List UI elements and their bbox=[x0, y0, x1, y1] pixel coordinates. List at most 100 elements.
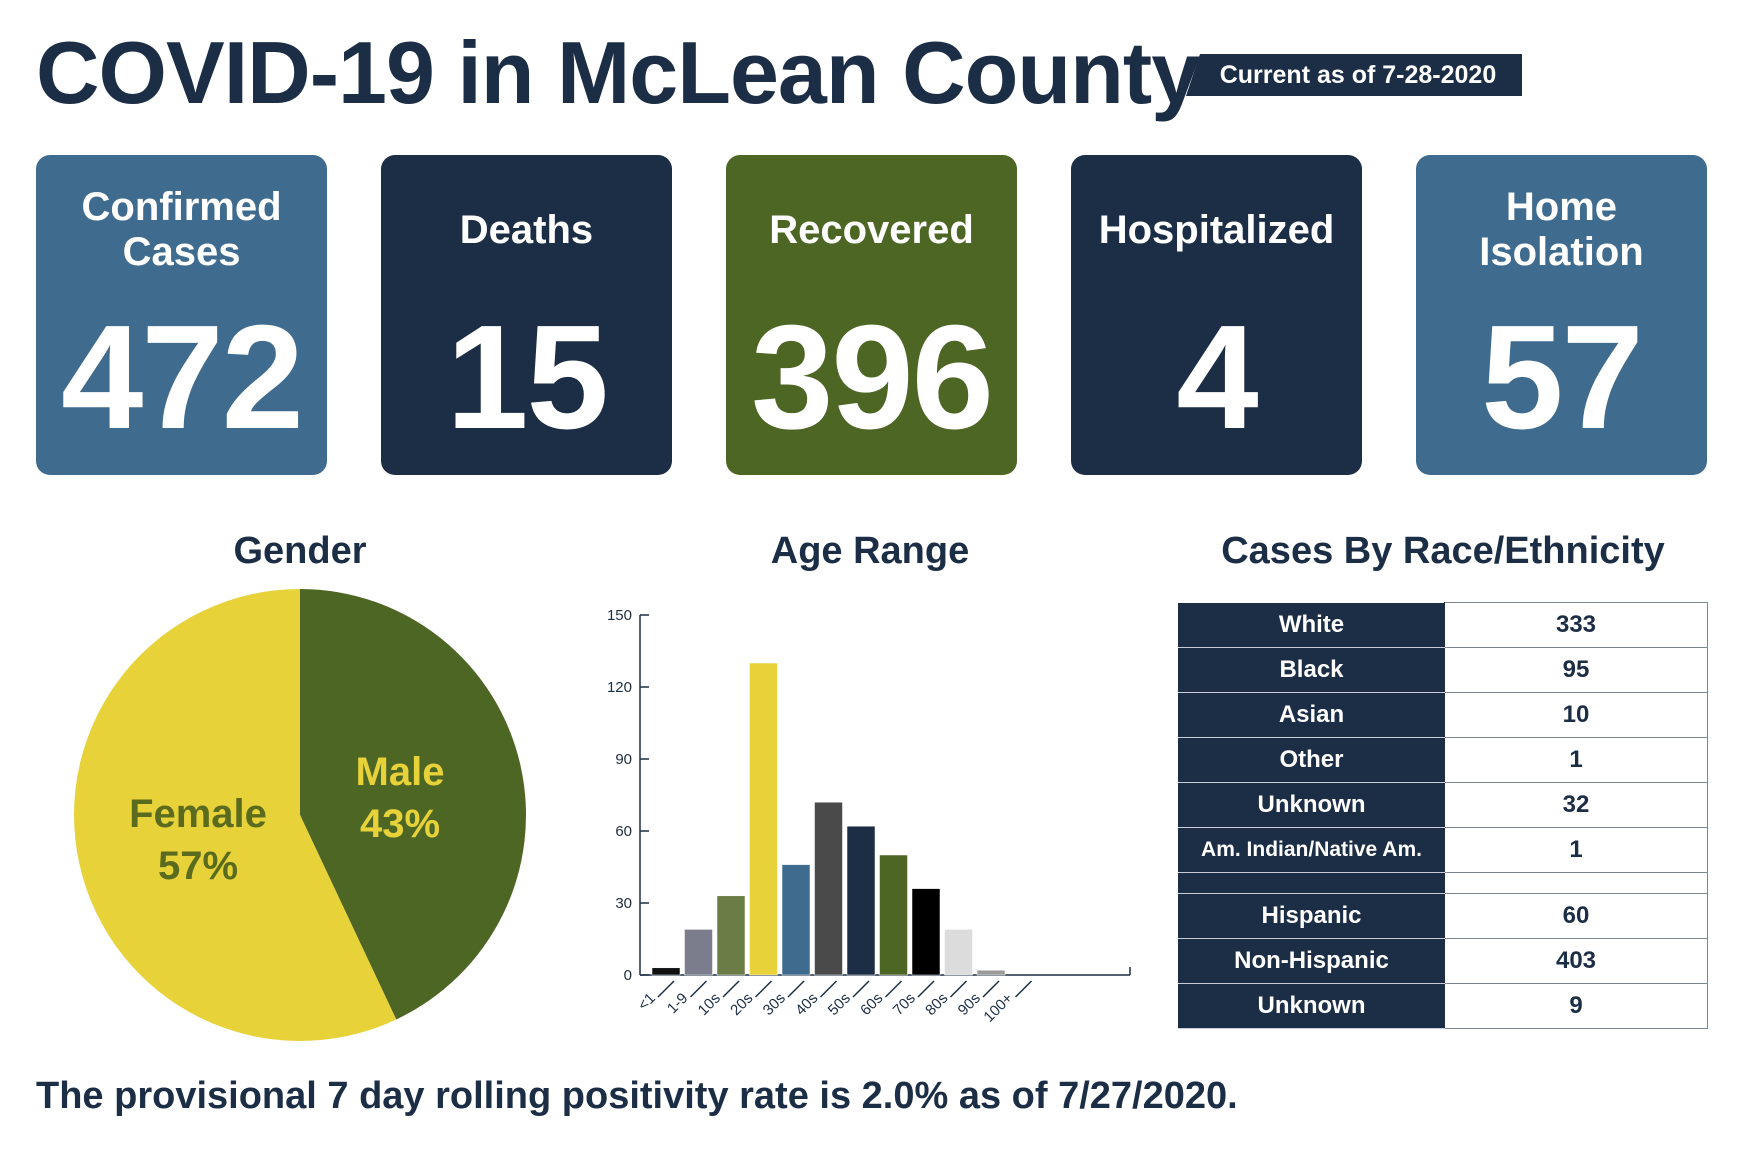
pie-label-female-pct: 57% bbox=[157, 844, 239, 888]
race-value: 333 bbox=[1444, 602, 1708, 648]
stat-card-home-isolation: Home Isolation 57 bbox=[1416, 155, 1707, 475]
x-tick-mark bbox=[689, 980, 708, 998]
pie-label-male: Male 43% bbox=[300, 746, 500, 850]
table-row: Non-Hispanic 403 bbox=[1178, 938, 1708, 984]
stat-value: 472 bbox=[61, 295, 304, 460]
race-label: Asian bbox=[1178, 692, 1445, 738]
y-tick-label: 30 bbox=[615, 895, 632, 912]
stat-value: 396 bbox=[751, 295, 994, 460]
x-tick-mark bbox=[884, 980, 903, 998]
stat-value: 4 bbox=[1176, 295, 1258, 460]
stat-card-deaths: Deaths 15 bbox=[381, 155, 672, 475]
x-tick-label: 40s bbox=[792, 990, 821, 1019]
race-label: Am. Indian/Native Am. bbox=[1178, 827, 1445, 873]
age-range-title: Age Range bbox=[770, 530, 970, 572]
gender-title: Gender bbox=[233, 530, 367, 572]
x-tick-label: 10s bbox=[695, 990, 724, 1019]
positivity-rate-note: The provisional 7 day rolling positivity… bbox=[36, 1075, 1238, 1117]
bar-<1 bbox=[651, 967, 681, 976]
stat-card-hospitalized: Hospitalized 4 bbox=[1071, 155, 1362, 475]
table-row: Unknown 9 bbox=[1178, 983, 1708, 1029]
bar-20s bbox=[749, 662, 778, 976]
table-row: Asian 10 bbox=[1178, 692, 1708, 738]
stat-label: Recovered bbox=[769, 207, 974, 252]
race-value: 1 bbox=[1444, 827, 1708, 873]
x-tick-label: 20s bbox=[727, 990, 756, 1019]
x-tick-mark bbox=[852, 980, 870, 998]
ethnicity-label: Unknown bbox=[1178, 983, 1445, 1029]
stat-value: 15 bbox=[446, 295, 609, 460]
bar-50s bbox=[846, 825, 876, 976]
bar-70s bbox=[911, 888, 941, 976]
y-tick-label: 90 bbox=[615, 751, 632, 768]
ethnicity-value: 60 bbox=[1444, 893, 1708, 939]
ethnicity-label: Non-Hispanic bbox=[1178, 938, 1445, 984]
x-tick-mark bbox=[917, 980, 935, 998]
as-of-badge: Current as of 7-28-2020 bbox=[1186, 54, 1522, 96]
race-ethnicity-title: Cases By Race/Ethnicity bbox=[1221, 530, 1665, 572]
x-tick-label: 50s bbox=[825, 990, 854, 1019]
pie-label-male-name: Male bbox=[355, 750, 445, 794]
y-tick-label: 150 bbox=[607, 607, 632, 624]
race-label: Black bbox=[1178, 647, 1445, 693]
spacer-cell bbox=[1178, 872, 1445, 894]
race-value: 1 bbox=[1444, 737, 1708, 783]
bar-40s bbox=[814, 801, 843, 976]
stat-card-recovered: Recovered 396 bbox=[726, 155, 1017, 475]
pie-label-male-pct: 43% bbox=[359, 802, 441, 846]
x-tick-mark bbox=[722, 980, 740, 998]
stat-label: Home Isolation bbox=[1479, 185, 1644, 274]
y-tick-label: 0 bbox=[624, 967, 632, 984]
pie-slice-male bbox=[300, 589, 526, 1020]
table-row: Black 95 bbox=[1178, 647, 1708, 693]
y-tick-label: 60 bbox=[615, 823, 632, 840]
race-label: Other bbox=[1178, 737, 1445, 783]
table-row: Unknown 32 bbox=[1178, 782, 1708, 828]
stat-label: Hospitalized bbox=[1098, 207, 1335, 252]
x-tick-mark bbox=[949, 980, 968, 998]
x-tick-mark bbox=[982, 980, 1000, 998]
table-spacer-row bbox=[1178, 872, 1708, 894]
race-ethnicity-table: White 333 Black 95 Asian 10 Other 1 Unknown 3… bbox=[1178, 602, 1708, 1029]
bar-80s bbox=[944, 929, 973, 976]
x-tick-label: 60s bbox=[857, 990, 886, 1019]
stat-label: Deaths bbox=[459, 207, 594, 252]
spacer-cell bbox=[1444, 872, 1708, 894]
x-tick-mark bbox=[819, 980, 838, 998]
x-tick-label: 1-9 bbox=[664, 990, 691, 1017]
x-tick-mark bbox=[754, 980, 773, 998]
pie-slice-female bbox=[73, 589, 397, 1041]
bar-60s bbox=[879, 854, 908, 976]
y-tick-label: 120 bbox=[607, 679, 632, 696]
x-tick-mark bbox=[1014, 980, 1033, 998]
race-value: 32 bbox=[1444, 782, 1708, 828]
table-row: Hispanic 60 bbox=[1178, 893, 1708, 939]
x-tick-label: 90s bbox=[955, 990, 984, 1019]
stat-value: 57 bbox=[1481, 295, 1644, 460]
ethnicity-value: 9 bbox=[1444, 983, 1708, 1029]
x-tick-mark bbox=[787, 980, 805, 998]
x-tick-label: 30s bbox=[760, 990, 789, 1019]
x-tick-label: 70s bbox=[890, 990, 919, 1019]
table-row: Am. Indian/Native Am. 1 bbox=[1178, 827, 1708, 873]
table-row: White 333 bbox=[1178, 602, 1708, 648]
bar-90s bbox=[976, 969, 1006, 976]
race-label: Unknown bbox=[1178, 782, 1445, 828]
page-title: COVID-19 in McLean County bbox=[36, 23, 1200, 122]
bar-30s bbox=[781, 864, 811, 976]
pie-label-female: Female 57% bbox=[98, 788, 298, 892]
table-row: Other 1 bbox=[1178, 737, 1708, 783]
stat-card-confirmed: Confirmed Cases 472 bbox=[36, 155, 327, 475]
x-tick-label: 80s bbox=[922, 990, 951, 1019]
gender-pie-chart bbox=[73, 589, 526, 1041]
ethnicity-label: Hispanic bbox=[1178, 893, 1445, 939]
race-label: White bbox=[1178, 602, 1445, 648]
pie-label-female-name: Female bbox=[129, 792, 267, 836]
ethnicity-value: 403 bbox=[1444, 938, 1708, 984]
x-tick-mark bbox=[657, 980, 675, 998]
race-value: 95 bbox=[1444, 647, 1708, 693]
bar-1-9 bbox=[684, 929, 713, 976]
race-value: 10 bbox=[1444, 692, 1708, 738]
stat-label: Confirmed Cases bbox=[81, 185, 282, 274]
age-range-bar-chart: 0 30 60 90 120 150 <1 1-9 10s 20s 30s 40s 50s 60s 70s 8… bbox=[607, 607, 1131, 1025]
